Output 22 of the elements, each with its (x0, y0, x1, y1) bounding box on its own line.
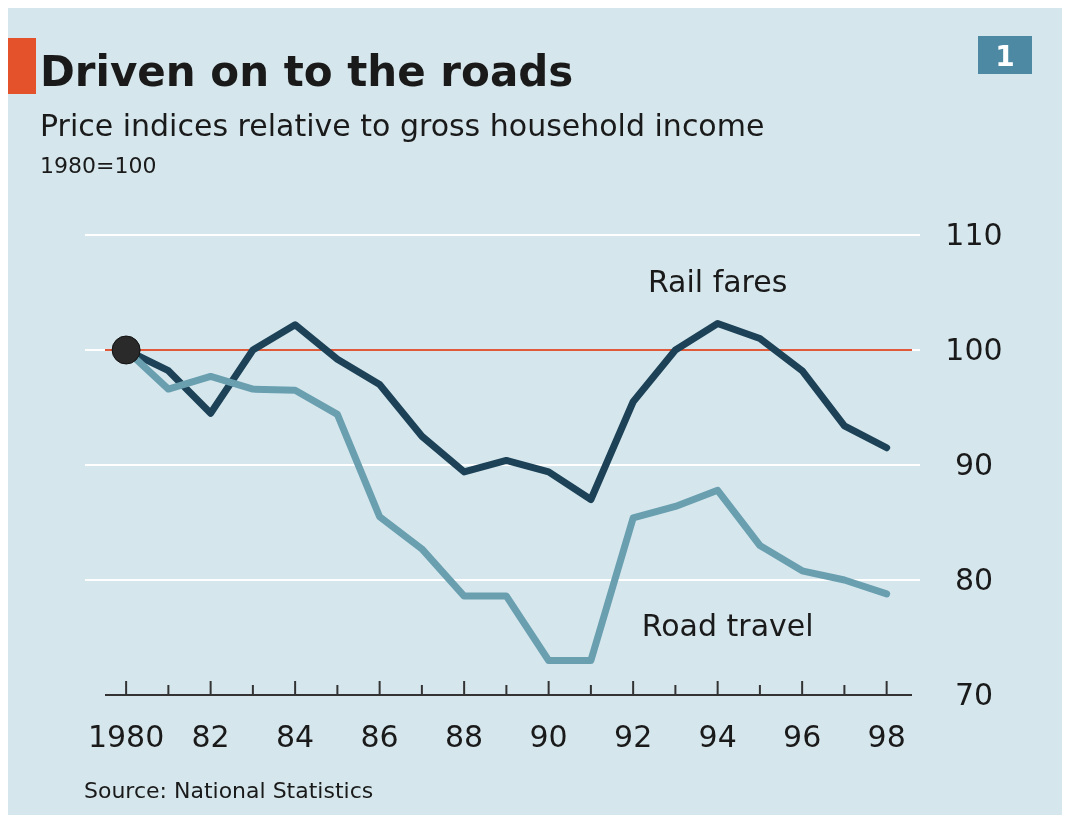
x-tick-label: 88 (445, 719, 484, 754)
x-tick-label: 90 (529, 719, 568, 754)
y-tick-label: 70 (954, 677, 994, 712)
x-tick-label: 82 (191, 719, 230, 754)
x-tick-label: 98 (867, 719, 906, 754)
x-tick-label: 94 (698, 719, 737, 754)
y-tick-label: 110 (945, 217, 1003, 252)
y-tick-label: 100 (945, 332, 1003, 367)
y-axis-title: 1980=100 (40, 153, 157, 178)
x-tick-label: 92 (614, 719, 653, 754)
series-label: Road travel (641, 607, 814, 643)
x-tick-label: 84 (276, 719, 315, 754)
chart-subtitle: Price indices relative to gross household income (40, 108, 765, 143)
chart-title: Driven on to the roads (40, 47, 574, 96)
series-label: Rail fares (647, 263, 788, 299)
y-tick-label: 90 (954, 447, 994, 482)
x-tick-label: 1980 (87, 719, 165, 754)
y-tick-label: 80 (954, 562, 994, 597)
source-note: Source: National Statistics (84, 778, 374, 803)
x-tick-label: 86 (360, 719, 399, 754)
text: 1 (995, 40, 1015, 73)
x-tick-label: 96 (783, 719, 822, 754)
